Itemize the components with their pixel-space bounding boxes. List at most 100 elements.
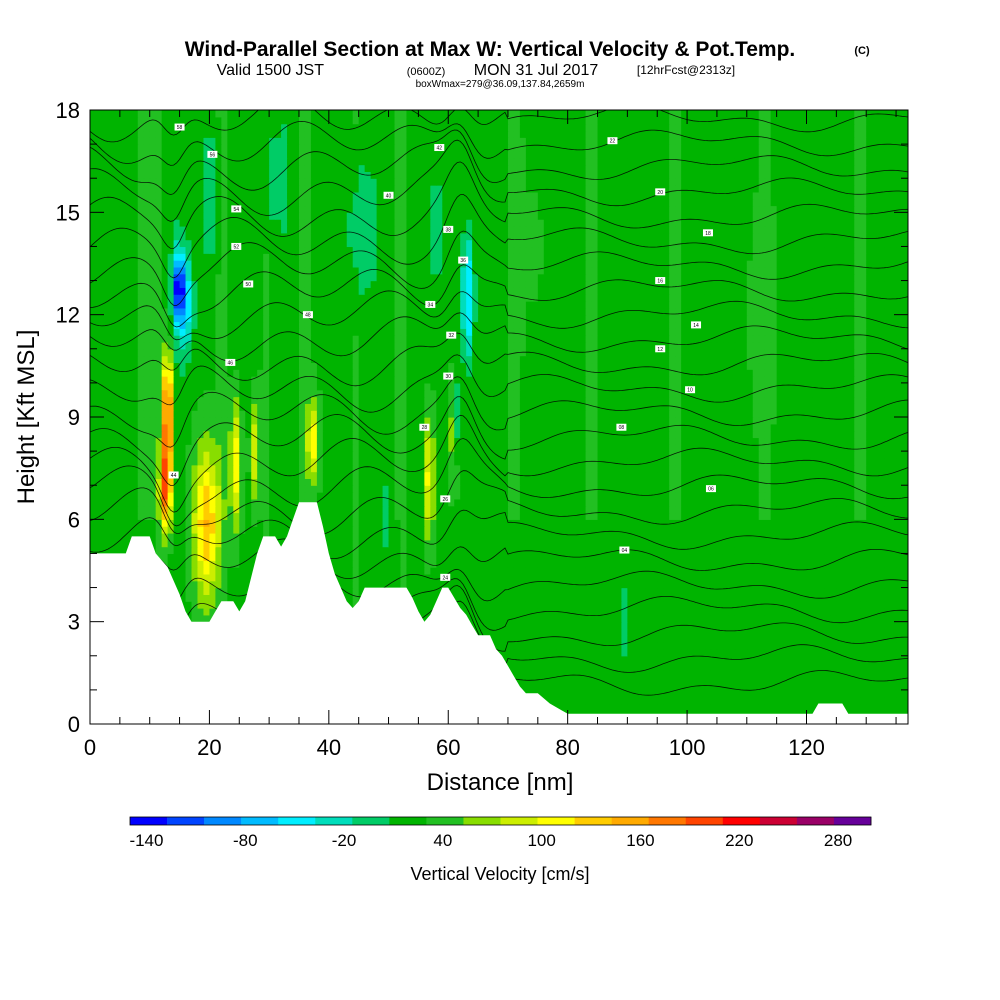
y-tick-label: 0 (68, 712, 80, 737)
y-tick-label: 12 (56, 303, 80, 328)
colorbar-swatch (611, 817, 649, 825)
colorbar-swatch (352, 817, 390, 825)
contour-label: 26 (440, 495, 451, 503)
contour-label-text: 48 (305, 313, 311, 319)
contour-label-text: 54 (234, 207, 240, 213)
x-axis-label: Distance [nm] (427, 769, 574, 796)
x-tick-label: 0 (84, 735, 96, 760)
y-tick-label: 9 (68, 405, 80, 430)
contour-label: 58 (174, 123, 185, 131)
x-tick-label: 40 (317, 735, 341, 760)
contour-label: 08 (616, 423, 627, 431)
valid-prefix: Valid 1500 JST (217, 62, 325, 79)
colorbar-swatch (463, 817, 501, 825)
contour-label-text: 40 (386, 193, 392, 199)
contour-label: 44 (168, 471, 179, 479)
contour-label-text: 30 (445, 374, 451, 380)
colorbar-swatch (426, 817, 464, 825)
contour-label-text: 58 (177, 125, 183, 131)
y-tick-label: 3 (68, 610, 80, 635)
theta-contours (90, 110, 908, 718)
contour-label: 14 (691, 321, 702, 329)
colorbar-swatch (167, 817, 205, 825)
contour-label: 46 (225, 358, 236, 366)
contour-label-text: 12 (657, 347, 663, 353)
contour-label-text: 28 (422, 425, 428, 431)
contour-label: 12 (655, 345, 666, 353)
colorbar-swatch (315, 817, 353, 825)
colorbar-swatch (685, 817, 724, 825)
y-axis-label: Height [Kft MSL] (13, 330, 40, 505)
colorbar-swatch (833, 817, 872, 825)
contour-label: 10 (685, 386, 696, 394)
colorbar-tick-label: 160 (626, 831, 654, 850)
contour-label: 40 (383, 191, 394, 199)
colorbar-swatch (759, 817, 798, 825)
x-tick-label: 100 (669, 735, 706, 760)
contour-label-text: 44 (171, 473, 177, 479)
contour-label-text: 18 (705, 231, 711, 237)
colorbar-swatch (241, 817, 279, 825)
contour-label-text: 38 (445, 227, 451, 233)
colorbar-swatch (574, 817, 612, 825)
colorbar-swatch (130, 817, 168, 825)
contour-label: 36 (458, 256, 469, 264)
colorbar-swatch (500, 817, 538, 825)
y-tick-label: 6 (68, 507, 80, 532)
contour-label-text: 56 (210, 152, 216, 158)
x-tick-label: 80 (555, 735, 579, 760)
contour-label: 24 (440, 573, 451, 581)
contour-label-text: 34 (428, 302, 434, 308)
contour-label-text: 08 (619, 425, 625, 431)
contour-label-text: 52 (234, 244, 240, 250)
contour-label-text: 26 (442, 497, 448, 503)
contour-label-text: 22 (610, 139, 616, 145)
contour-label-text: 20 (657, 190, 663, 196)
x-axis: 0 20 40 60 80 100 120 (84, 110, 897, 760)
contour-label-text: 36 (460, 258, 466, 264)
contour-label-text: 04 (622, 548, 628, 554)
y-tick-label: 18 (56, 98, 80, 123)
x-tick-label: 60 (436, 735, 460, 760)
colorbar-tick-label: 100 (527, 831, 555, 850)
contour-label: 22 (607, 137, 618, 145)
colorbar-tick-label: -140 (129, 831, 163, 850)
contour-label-text: 46 (228, 360, 234, 366)
contour-label: 54 (231, 205, 242, 213)
colorbar-label: Vertical Velocity [cm/s] (410, 864, 589, 884)
contour-label-text: 10 (687, 388, 693, 394)
colorbar-swatch (389, 817, 427, 825)
y-tick-label: 15 (56, 200, 80, 225)
contour-labels: 58 56 54 52 50 48 46 44 42 40 38 36 34 32 30 28 26 24 22 20… (168, 123, 716, 581)
colorbar-tick-label: -20 (332, 831, 357, 850)
x-tick-label: 20 (197, 735, 221, 760)
contour-label-text: 14 (693, 323, 699, 329)
contour-label: 34 (425, 300, 436, 308)
colorbar-tick-label: 40 (433, 831, 452, 850)
terrain (90, 502, 908, 724)
colorbar-swatch (278, 817, 316, 825)
contour-label: 42 (434, 144, 445, 152)
contour-label-text: 16 (657, 279, 663, 285)
contour-label: 56 (207, 150, 218, 158)
colorbar-swatch (537, 817, 575, 825)
contour-label: 38 (443, 225, 454, 233)
contour-label: 20 (655, 188, 666, 196)
contour-label: 32 (446, 331, 457, 339)
x-tick-label: 120 (788, 735, 825, 760)
chart-title: Wind-Parallel Section at Max W: Vertical… (185, 38, 796, 61)
contour-label: 28 (419, 423, 430, 431)
colorbar-tick-label: -80 (233, 831, 258, 850)
contour-label: 06 (705, 485, 716, 493)
contour-label: 52 (231, 242, 242, 250)
contour-label: 50 (243, 280, 254, 288)
colorbar-swatch (204, 817, 242, 825)
valid-date: MON 31 Jul 2017 (474, 62, 599, 79)
colorbar-swatch (722, 817, 761, 825)
forecast-info: [12hrFcst@2313z] (637, 63, 735, 77)
contour-label: 04 (619, 546, 630, 554)
contour-label: 16 (655, 277, 666, 285)
valid-zulu: (0600Z) (407, 66, 446, 78)
colorbar-swatch (796, 817, 835, 825)
